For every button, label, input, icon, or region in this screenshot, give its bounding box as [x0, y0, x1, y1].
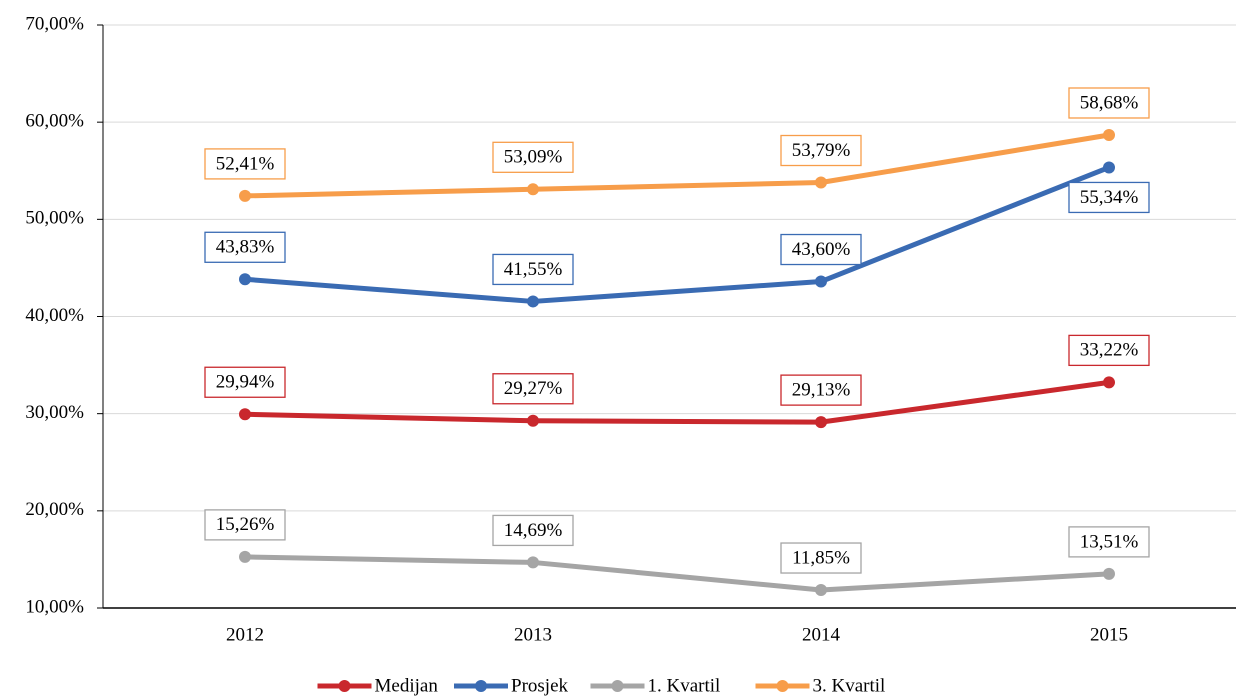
data-point [1103, 128, 1115, 141]
data-point [815, 275, 827, 288]
data-point [527, 183, 539, 196]
legend-label: 1. Kvartil [648, 675, 721, 696]
legend-marker [776, 680, 789, 692]
x-tick-label: 2012 [226, 624, 264, 645]
series-line [244, 379, 1110, 425]
y-tick-label: 10,00% [25, 596, 84, 617]
data-label-box [1068, 181, 1150, 214]
y-tick-label: 60,00% [25, 111, 84, 132]
data-label: 41,55% [504, 259, 563, 280]
data-point [239, 189, 251, 202]
legend-label: Medijan [375, 675, 439, 696]
data-label: 11,85% [792, 547, 850, 568]
data-label: 53,09% [504, 147, 563, 168]
data-point [239, 273, 251, 286]
data-label: 29,13% [792, 379, 851, 400]
data-label-box [780, 134, 862, 167]
x-tick-label: 2013 [514, 624, 552, 645]
data-point [527, 556, 539, 569]
y-tick-label: 40,00% [25, 305, 84, 326]
x-tick-label: 2014 [802, 624, 841, 645]
data-label-box [1068, 334, 1150, 367]
data-point [1103, 376, 1115, 389]
y-tick-label: 20,00% [25, 499, 84, 520]
legend-marker [338, 680, 351, 692]
data-label-box [204, 231, 286, 263]
data-label-box [204, 366, 286, 398]
y-tick-label: 50,00% [25, 208, 84, 229]
data-label-box [492, 514, 574, 547]
data-label-box [204, 148, 286, 180]
data-label-box [1068, 87, 1150, 119]
data-label-box [780, 233, 862, 266]
data-point [1103, 161, 1115, 174]
data-point [815, 584, 827, 597]
data-label-box [204, 509, 286, 541]
data-label: 55,34% [1080, 187, 1139, 208]
data-label-box [492, 373, 574, 405]
series-line [244, 132, 1110, 199]
data-label: 43,60% [792, 239, 851, 260]
data-label: 29,94% [216, 372, 275, 393]
data-label: 52,41% [216, 153, 275, 174]
data-label-box [1068, 526, 1150, 558]
legend-label: 3. Kvartil [813, 675, 886, 696]
legend-label: Prosjek [511, 675, 569, 696]
data-point [239, 408, 251, 421]
series-line [244, 165, 1110, 304]
data-label: 58,68% [1080, 92, 1139, 113]
series-line [244, 554, 1110, 593]
data-label-box [492, 253, 574, 286]
data-label-box [780, 374, 862, 406]
data-label-box [492, 141, 574, 173]
data-label: 13,51% [1080, 531, 1139, 552]
data-label: 43,83% [216, 237, 275, 258]
y-tick-label: 30,00% [25, 402, 84, 423]
legend-marker [611, 680, 624, 692]
data-point [815, 416, 827, 429]
data-label: 33,22% [1080, 340, 1139, 361]
y-tick-label: 70,00% [25, 13, 84, 34]
data-point [239, 550, 251, 563]
data-point [527, 414, 539, 427]
data-label: 53,79% [792, 140, 851, 161]
data-point [815, 176, 827, 189]
data-label-box [780, 542, 862, 574]
data-label: 29,27% [504, 378, 563, 399]
data-label: 15,26% [216, 514, 275, 535]
data-label: 14,69% [504, 520, 563, 541]
x-tick-label: 2015 [1090, 624, 1128, 645]
data-point [1103, 567, 1115, 580]
data-point [527, 295, 539, 308]
legend-marker [475, 680, 487, 692]
